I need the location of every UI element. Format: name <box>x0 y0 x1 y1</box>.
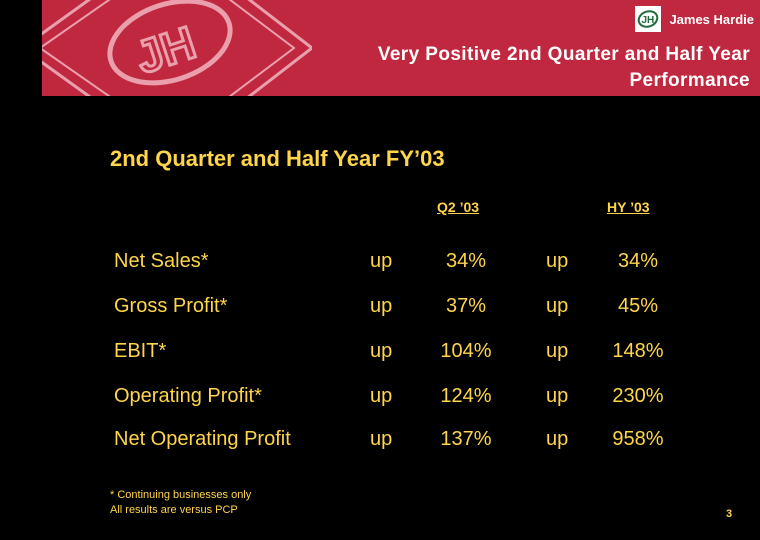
hy-value: 45% <box>617 295 659 317</box>
table-row: Net Sales* up 34% up 34% <box>0 250 760 280</box>
slide-title-line-1: Very Positive 2nd Quarter and Half Year <box>377 44 750 65</box>
q2-direction: up <box>370 250 393 272</box>
table-row: Gross Profit* up 37% up 45% <box>0 295 760 325</box>
q2-value: 124% <box>440 385 492 407</box>
hy-direction: up <box>546 385 569 407</box>
row-label: Gross Profit* <box>114 295 228 317</box>
brand: JH James Hardie <box>635 5 754 33</box>
hy-value: 148% <box>612 340 664 362</box>
footnote-line: * Continuing businesses only <box>110 489 252 501</box>
section-title: 2nd Quarter and Half Year FY’03 <box>110 146 445 171</box>
footnotes: * Continuing businesses only All results… <box>110 488 251 518</box>
slide-title: Very Positive 2nd Quarter and Half Year … <box>270 42 750 94</box>
q2-direction: up <box>370 428 393 450</box>
hy-direction: up <box>546 295 569 317</box>
hy-value: 958% <box>612 428 664 450</box>
q2-value: 137% <box>440 428 492 450</box>
jh-brand-letters: JH <box>642 15 655 26</box>
header-banner: JH JH James Hardie Very Positive 2nd Qua… <box>42 0 760 96</box>
q2-value: 37% <box>445 295 487 317</box>
q2-value: 34% <box>445 250 487 272</box>
q2-direction: up <box>370 340 393 362</box>
jh-watermark-logo: JH <box>42 0 312 96</box>
column-header-hy: HY ’03 <box>607 199 650 215</box>
hy-direction: up <box>546 340 569 362</box>
q2-direction: up <box>370 295 393 317</box>
slide-title-line-2: Performance <box>629 70 750 91</box>
row-label: Net Sales* <box>114 250 209 272</box>
hy-value: 230% <box>612 385 664 407</box>
row-label: EBIT* <box>114 340 167 362</box>
row-label: Operating Profit* <box>114 385 262 407</box>
row-label: Net Operating Profit <box>114 428 291 450</box>
hy-value: 34% <box>617 250 659 272</box>
table-row: Operating Profit* up 124% up 230% <box>0 385 760 415</box>
jh-brand-icon: JH <box>635 6 662 32</box>
table-row: EBIT* up 104% up 148% <box>0 340 760 370</box>
hy-direction: up <box>546 428 569 450</box>
hy-direction: up <box>546 250 569 272</box>
q2-direction: up <box>370 385 393 407</box>
footnote-line: All results are versus PCP <box>110 504 238 516</box>
page-number: 3 <box>726 508 733 520</box>
company-name: James Hardie <box>669 11 754 27</box>
table-row: Net Operating Profit up 137% up 958% <box>0 428 760 458</box>
q2-value: 104% <box>440 340 492 362</box>
column-header-q2: Q2 ’03 <box>437 199 480 215</box>
